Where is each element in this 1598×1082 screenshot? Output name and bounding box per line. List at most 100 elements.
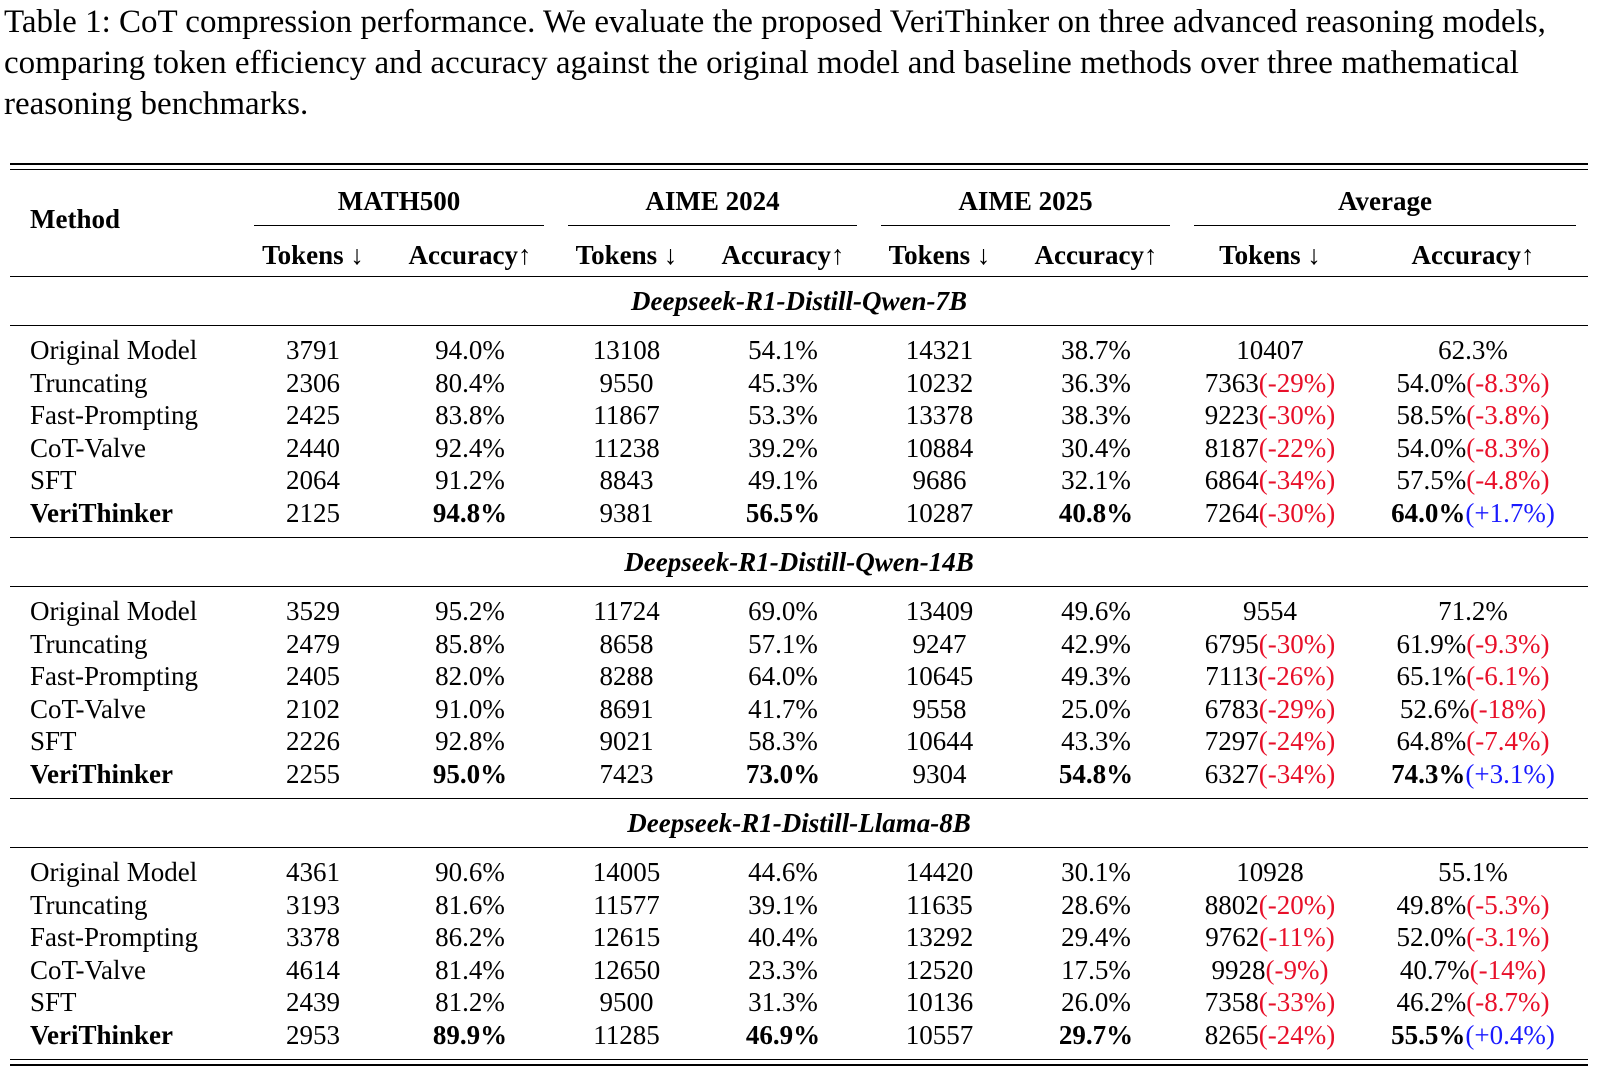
avg-tokens-value: 6327 — [1204, 758, 1259, 789]
avg-accuracy-delta: (-5.3%) — [1466, 889, 1550, 920]
table-row: Truncating 3193 81.6% 11577 39.1% 11635 28.6% 8… — [10, 889, 1588, 922]
value-cell: 44.6% — [748, 857, 818, 888]
value-cell: 23.3% — [748, 954, 818, 985]
avg-tokens-cell: 7264(-30%) — [1182, 497, 1358, 538]
tokens-header: Tokens ↓ — [575, 239, 678, 270]
value-cell: 2439 — [286, 987, 340, 1018]
avg-accuracy-cell: 58.5%(-3.8%) — [1358, 399, 1588, 432]
avg-tokens-delta: (-29%) — [1258, 367, 1336, 398]
table-row: SFT 2064 91.2% 8843 49.1% 9686 32.1% 6864(-34%)… — [10, 464, 1588, 497]
avg-tokens-delta: (-26%) — [1258, 661, 1335, 692]
avg-accuracy-value: 54.0% — [1396, 432, 1467, 463]
value-cell: 9558 — [912, 693, 967, 724]
avg-tokens-cell: 8187(-22%) — [1182, 432, 1358, 465]
value-cell: 73.0% — [745, 758, 821, 789]
value-cell: 2440 — [286, 432, 340, 463]
value-cell: 2125 — [286, 497, 340, 528]
avg-tokens-cell: 9928(-9%) — [1182, 954, 1358, 987]
accuracy-header: Accuracy↑ — [1034, 239, 1158, 270]
avg-accuracy-value: 61.9% — [1396, 628, 1467, 659]
value-cell: 7423 — [599, 758, 654, 789]
value-cell: 31.3% — [748, 987, 818, 1018]
table-caption: Table 1: CoT compression performance. We… — [4, 2, 1589, 125]
avg-tokens-delta: (-20%) — [1258, 889, 1336, 920]
group-header-aime2025: AIME 2025 — [881, 186, 1170, 226]
avg-tokens-cell: 6783(-29%) — [1182, 693, 1358, 726]
avg-tokens-delta: (-22%) — [1258, 432, 1336, 463]
avg-accuracy-cell: 64.0%(+1.7%) — [1358, 497, 1588, 538]
avg-accuracy-cell: 49.8%(-5.3%) — [1358, 889, 1588, 922]
caption-label: Table 1: — [4, 4, 111, 40]
group-header-average: Average — [1194, 186, 1577, 226]
accuracy-header: Accuracy↑ — [721, 239, 845, 270]
value-cell: 91.0% — [435, 693, 505, 724]
value-cell: 32.1% — [1061, 465, 1131, 496]
value-cell: 45.3% — [748, 367, 818, 398]
top-rule — [10, 163, 1588, 165]
value-cell: 4614 — [286, 954, 340, 985]
avg-accuracy-value: 62.3% — [1438, 335, 1508, 366]
avg-tokens-cell: 6795(-30%) — [1182, 628, 1358, 661]
value-cell: 14420 — [905, 857, 974, 888]
value-cell: 94.0% — [435, 335, 505, 366]
method-cell: Original Model — [30, 335, 198, 366]
avg-tokens-value: 9762 — [1205, 922, 1260, 953]
avg-tokens-value: 10928 — [1236, 857, 1304, 888]
avg-accuracy-cell: 55.5%(+0.4%) — [1358, 1019, 1588, 1060]
avg-tokens-value: 9554 — [1243, 596, 1297, 627]
value-cell: 9686 — [912, 465, 967, 496]
avg-tokens-value: 6864 — [1204, 465, 1259, 496]
value-cell: 49.3% — [1061, 661, 1131, 692]
avg-accuracy-value: 64.0% — [1391, 497, 1466, 528]
method-cell: Fast-Prompting — [30, 922, 199, 953]
value-cell: 39.2% — [748, 432, 818, 463]
avg-tokens-cell: 6327(-34%) — [1182, 758, 1358, 799]
value-cell: 2306 — [286, 367, 340, 398]
value-cell: 10232 — [905, 367, 974, 398]
value-cell: 2226 — [286, 726, 340, 757]
avg-tokens-cell: 7358(-33%) — [1182, 986, 1358, 1019]
value-cell: 25.0% — [1061, 693, 1131, 724]
table-row: Truncating 2306 80.4% 9550 45.3% 10232 36.3% 73… — [10, 367, 1588, 400]
avg-tokens-cell: 10407 — [1182, 326, 1358, 367]
table-row: VeriThinker 2953 89.9% 11285 46.9% 10557 29.7%… — [10, 1019, 1588, 1060]
value-cell: 13292 — [905, 922, 974, 953]
value-cell: 95.2% — [435, 596, 505, 627]
method-cell: Original Model — [30, 596, 198, 627]
value-cell: 2405 — [286, 661, 340, 692]
value-cell: 8658 — [599, 628, 654, 659]
value-cell: 28.6% — [1061, 889, 1131, 920]
value-cell: 49.1% — [748, 465, 818, 496]
method-cell: Truncating — [30, 628, 148, 659]
value-cell: 2064 — [286, 465, 340, 496]
avg-accuracy-cell: 54.0%(-8.3%) — [1358, 432, 1588, 465]
value-cell: 12650 — [592, 954, 661, 985]
value-cell: 11285 — [593, 1019, 660, 1050]
avg-accuracy-cell: 40.7%(-14%) — [1358, 954, 1588, 987]
value-cell: 13108 — [592, 335, 661, 366]
value-cell: 80.4% — [435, 367, 505, 398]
avg-accuracy-value: 54.0% — [1396, 367, 1467, 398]
avg-accuracy-delta: (-3.8%) — [1466, 400, 1550, 431]
value-cell: 43.3% — [1061, 726, 1131, 757]
avg-tokens-cell: 7363(-29%) — [1182, 367, 1358, 400]
value-cell: 83.8% — [435, 400, 505, 431]
value-cell: 57.1% — [748, 628, 818, 659]
avg-tokens-delta: (-30%) — [1258, 497, 1336, 528]
avg-accuracy-delta: (-6.1%) — [1466, 661, 1550, 692]
model-section-header: Deepseek-R1-Distill-Qwen-7B — [10, 277, 1588, 326]
value-cell: 56.5% — [745, 497, 821, 528]
avg-tokens-cell: 8802(-20%) — [1182, 889, 1358, 922]
avg-accuracy-delta: (-14%) — [1469, 954, 1547, 985]
avg-tokens-value: 7113 — [1205, 661, 1259, 692]
value-cell: 90.6% — [435, 857, 505, 888]
avg-tokens-value: 7363 — [1204, 367, 1259, 398]
method-cell: Truncating — [30, 889, 148, 920]
value-cell: 41.7% — [748, 693, 818, 724]
avg-tokens-cell: 10928 — [1182, 848, 1358, 889]
group-header-math500: MATH500 — [254, 186, 544, 226]
top-rule-inner — [10, 169, 1588, 170]
accuracy-header: Accuracy↑ — [1411, 239, 1535, 270]
bottom-rule — [10, 1064, 1588, 1066]
table-row: VeriThinker 2255 95.0% 7423 73.0% 9304 54.8% 63… — [10, 758, 1588, 799]
